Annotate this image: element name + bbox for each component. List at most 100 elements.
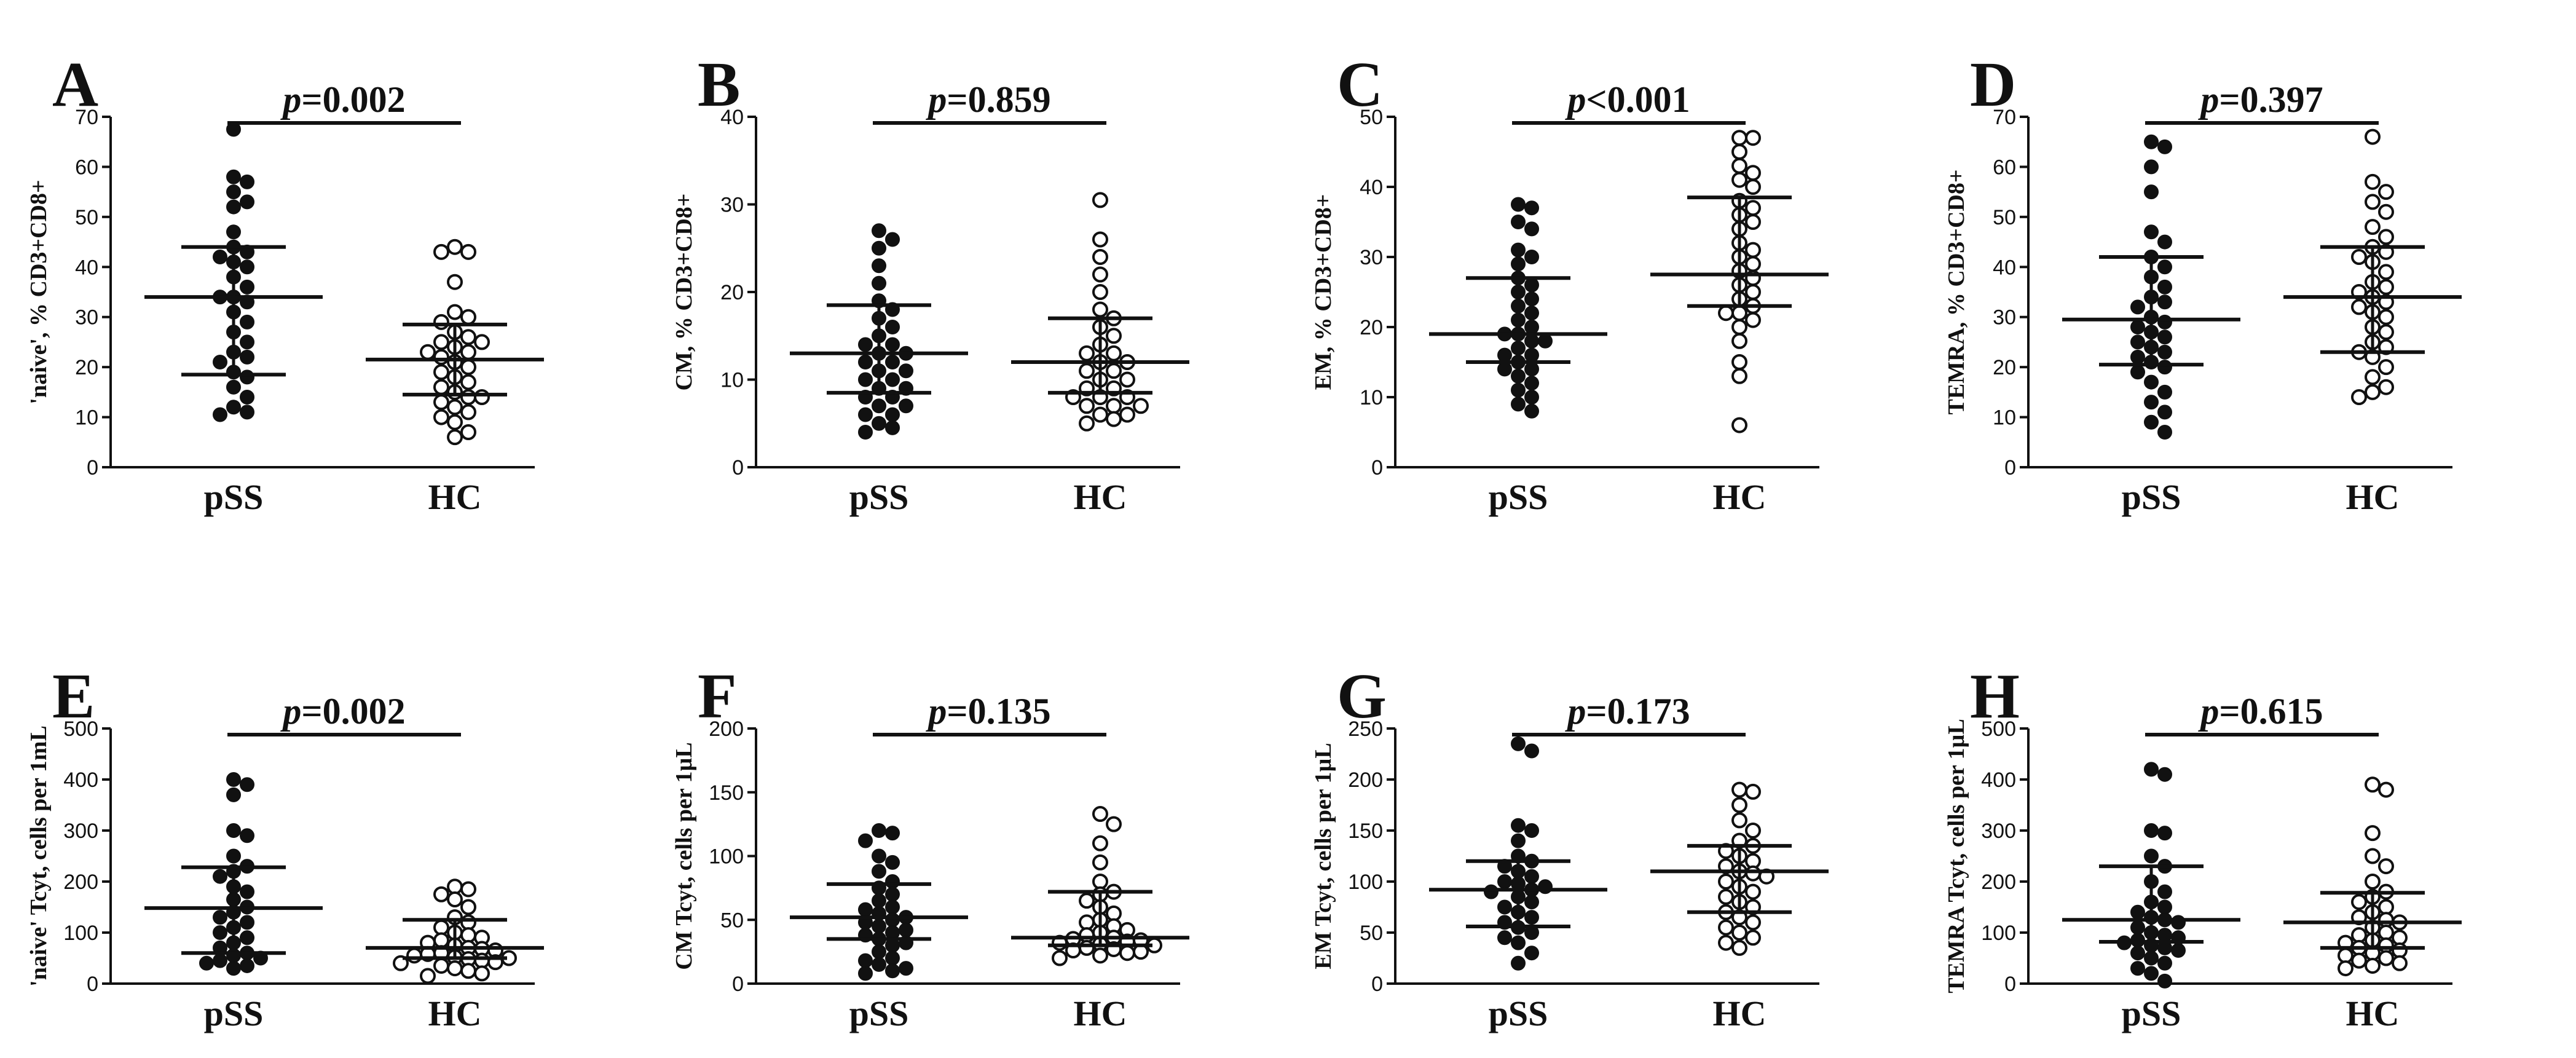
data-point	[460, 927, 476, 944]
data-point	[872, 275, 886, 291]
y-tick-label: 20	[720, 281, 744, 304]
data-point	[1731, 812, 1747, 829]
data-point	[1092, 806, 1108, 823]
p-symbol: p	[925, 691, 947, 732]
data-point	[2157, 973, 2172, 989]
data-point	[226, 169, 241, 184]
p-value-text: p=0.173	[1564, 691, 1690, 732]
data-point	[1092, 266, 1108, 283]
data-point	[240, 334, 254, 350]
p-value-label: p<0.001	[1564, 79, 1690, 120]
data-point	[872, 957, 886, 972]
x-tick-label: HC	[428, 993, 482, 1033]
data-point	[447, 878, 463, 895]
y-tick-label: 100	[63, 922, 98, 945]
data-point	[2378, 324, 2394, 341]
data-point	[2130, 945, 2145, 961]
p-value-text: p=0.002	[280, 79, 405, 120]
y-tick-label: 100	[709, 845, 744, 869]
p-value-text: p<0.001	[1564, 79, 1690, 120]
y-tick-label: 500	[1981, 717, 2016, 741]
y-tick-label: 70	[1993, 106, 2016, 129]
group-pss: pSS	[144, 122, 323, 517]
data-point	[1731, 925, 1747, 941]
data-point	[2144, 134, 2159, 149]
y-tick-label: 200	[63, 870, 98, 894]
data-point	[858, 833, 873, 848]
data-point	[858, 953, 873, 968]
data-point	[2378, 203, 2394, 220]
data-point	[240, 259, 254, 275]
y-tick-label: 40	[75, 256, 98, 279]
data-point	[1079, 398, 1095, 414]
data-point	[1718, 919, 1734, 936]
data-point	[872, 416, 886, 431]
data-point	[2144, 224, 2159, 240]
data-point	[474, 952, 490, 969]
data-point	[1079, 927, 1095, 944]
data-point	[1524, 291, 1539, 307]
y-tick-label: 0	[2004, 456, 2016, 480]
y-tick-label: 200	[709, 717, 744, 741]
data-point	[2144, 414, 2159, 430]
data-point	[433, 886, 449, 902]
data-point	[1731, 130, 1747, 146]
data-point	[1745, 242, 1761, 258]
data-point	[2130, 320, 2145, 334]
data-point	[872, 848, 886, 864]
data-point	[2130, 299, 2145, 315]
p-symbol: p	[280, 691, 301, 732]
x-tick-label: pSS	[849, 993, 909, 1033]
data-point	[1745, 200, 1761, 216]
data-point	[1524, 200, 1539, 216]
data-point	[1092, 301, 1108, 318]
data-point	[240, 174, 254, 189]
data-point	[1106, 398, 1122, 414]
data-point	[433, 379, 449, 395]
data-point	[2378, 912, 2394, 928]
data-point	[2157, 314, 2172, 330]
data-point	[447, 399, 463, 416]
data-point	[226, 224, 241, 240]
data-point	[2378, 379, 2394, 395]
data-point	[1745, 130, 1761, 146]
data-point	[2130, 349, 2145, 365]
data-point	[447, 304, 463, 320]
data-point	[433, 919, 449, 936]
p-symbol: p	[2197, 691, 2219, 732]
y-tick-label: 10	[1993, 406, 2016, 430]
data-point	[1745, 165, 1761, 181]
data-point	[1106, 345, 1122, 361]
data-point	[1079, 345, 1095, 361]
y-tick-label: 10	[75, 406, 98, 430]
data-point	[1511, 197, 1526, 212]
y-tick-label: 300	[1981, 819, 2016, 843]
data-point	[885, 355, 900, 369]
data-point	[240, 930, 254, 945]
data-point	[1524, 221, 1539, 237]
data-point	[1524, 894, 1539, 910]
p-symbol: p	[280, 79, 301, 120]
panel-letter: G	[1337, 661, 1387, 732]
data-point	[2378, 925, 2394, 941]
p-symbol: p	[925, 79, 947, 120]
data-point	[2157, 767, 2172, 782]
group-hc: HC	[366, 878, 544, 1033]
data-point	[1731, 417, 1747, 433]
data-point	[213, 910, 227, 925]
data-point	[1524, 910, 1539, 925]
data-point	[226, 122, 241, 137]
y-tick-label: 0	[732, 456, 744, 480]
data-point	[1524, 306, 1539, 321]
data-point	[1079, 914, 1095, 931]
data-point	[460, 389, 476, 405]
data-point	[885, 950, 900, 966]
p-symbol: p	[1564, 79, 1586, 120]
p-value-label: p=0.397	[2197, 79, 2323, 120]
data-point	[226, 787, 241, 802]
data-point	[474, 965, 490, 982]
data-point	[885, 886, 900, 902]
